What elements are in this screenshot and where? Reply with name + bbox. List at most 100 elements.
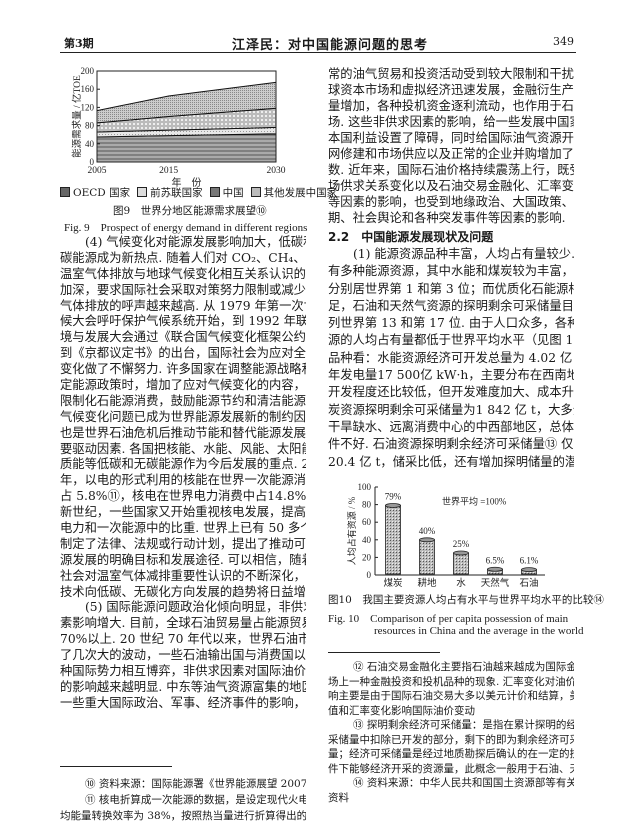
y-tick-label: 200: [81, 66, 95, 76]
text-line: 20.4 亿 t，储采比低，还有增加探明储量的潜力，但: [328, 454, 574, 469]
data-label: 6.1%: [520, 556, 539, 566]
text-line: 社会对温室气体减排重要性认识的不断深化，能源: [60, 568, 306, 583]
text-line: 质能等低碳和无碳能源作为今后发展的重点. 2006: [60, 457, 306, 472]
y-tick-label: 120: [81, 102, 95, 112]
x-tick-label: 石油: [519, 577, 538, 589]
text-line: 温室气体排放与地球气候变化相互关系认识的不断: [60, 266, 306, 281]
x-tick-label: 煤炭: [383, 577, 403, 589]
y-tick-label: 100: [358, 482, 372, 492]
text-line: 网修建和市场供应以及正常的企业并购增加了变: [328, 147, 574, 161]
y-tick-label: 80: [362, 500, 372, 510]
text-line: 值和汇率变化影响国际油价变动: [328, 704, 475, 717]
figure-10-caption-cn: 图10 我国主要资源人均占有水平与世界平均水平的比较⑭: [328, 594, 604, 606]
figure-10-caption-en-1: Fig. 10 Comparison of per capita possess…: [328, 613, 569, 625]
text-line: 本国利益设置了障碍，同时给国际油气资源开发、管: [328, 131, 574, 145]
legend-item: 中国: [209, 187, 244, 199]
text-line: ⑭ 资料来源：中华人民共和国国土资源部等有关统计: [353, 777, 574, 789]
y-tick-label: 160: [81, 84, 95, 94]
y-tick-label: 60: [362, 517, 372, 527]
x-tick-label: 2030: [267, 166, 286, 176]
text-line: 境与发展大会通过《联合国气候变化框架公约》，再: [60, 330, 306, 345]
text-line: 数. 近年来，国际石油价格持续震荡上行，既受到市: [328, 163, 574, 177]
world-average-annotation: 世界平均 =100%: [442, 496, 507, 507]
x-tick-label: 天然气: [481, 577, 510, 589]
text-line: 加深，要求国际社会采取对策努力限制或减少温室: [60, 282, 306, 297]
legend-swatch: [250, 187, 261, 197]
text-line: 等因素的影响，也受到地缘政治、大国政策、公众预: [328, 195, 574, 209]
header-rule: [60, 52, 576, 53]
y-tick-label: 40: [362, 535, 372, 545]
bar-top: [453, 550, 469, 556]
bar-top: [487, 566, 503, 572]
text-line: 足，石油和天然气资源的探明剩余可采储量目前仅: [328, 298, 574, 313]
figure-9-caption-cn: 图9 世界分地区能源需求展望⑩: [113, 205, 267, 217]
right-column-body-mid: (1) 能源资源品种丰富，人均占有量较少. 中国有多种能源资源，其中水能和煤炭较…: [328, 246, 574, 471]
text-line: 制定了法律、法规或行动计划，提出了推动可再生能: [60, 536, 306, 551]
text-line: 到《京都议定书》的出台，国际社会为应对全球气候: [60, 346, 306, 361]
text-line: 碳能源成为新热点. 随着人们对 CO₂、CH₄、N₂O 等: [60, 250, 306, 265]
text-line: 变化做了不懈努力. 许多国家在调整能源战略和制: [60, 362, 306, 377]
text-line: 期、社会舆论和各种突发事件等因素的影响.: [328, 211, 566, 225]
text-line: 件下能够经济开采的资源量，此概念一般用于石油、天然气: [328, 762, 574, 775]
text-line: 气候变化问题已成为世界能源发展新的制约因素，: [60, 409, 306, 424]
right-column-body-top: 常的油气贸易和投资活动受到较大限制和干扰. 全球资本市场和虚拟经济迅速发展，金融…: [328, 66, 574, 226]
text-line: 开发程度还比较低，但开发难度加大、成本升高. 煤: [328, 385, 574, 400]
text-line: 占 5.8%⑪，核电在世界电力消费中占14.8%. 进入: [60, 489, 306, 504]
bar-top: [385, 503, 401, 508]
text-line: 列世界第 13 和第 17 位. 由于人口众多，各种能源资: [328, 316, 574, 331]
legend-label: 其他发展中国家: [263, 187, 338, 199]
text-line: 气体排放的呼声越来越高. 从 1979 年第一次世界气: [60, 298, 306, 313]
figure-9-caption-en: Fig. 9 Prospect of energy demand in diff…: [64, 222, 308, 234]
text-line: 素影响增大. 目前，全球石油贸易量占能源贸易量的: [60, 616, 306, 631]
text-line: 品种看：水能资源经济可开发总量为 4.02 亿 kW，: [328, 350, 574, 365]
footnote-rule-right: [328, 652, 440, 653]
text-line: 限制化石能源消费，鼓励能源节约和清洁能源使用.: [60, 393, 306, 408]
data-label: 6.5%: [486, 555, 505, 565]
data-label: 40%: [419, 526, 436, 536]
text-line: 量；经济可采储量是经过地质勘探后确认的在一定的技术条: [328, 748, 574, 760]
text-line: 70%以上. 20 世纪 70 年代以来，世界石油市场经历: [60, 632, 306, 647]
text-line: 均能量转换效率为 38%，按照热当量进行折算得出的: [60, 810, 306, 822]
text-line: 资料: [328, 791, 349, 804]
text-line: 要驱动因素. 各国把核能、水能、风能、太阳能、生物: [60, 441, 306, 456]
y-tick-label: 0: [367, 570, 372, 580]
section-heading: 2.2 中国能源发展现状及问题: [328, 230, 494, 244]
text-line: 球资本市场和虚拟经济迅速发展，金融衍生产品大: [328, 83, 574, 97]
bar-top: [419, 537, 435, 543]
footnote-rule-left: [60, 766, 172, 767]
legend-swatch: [137, 187, 148, 197]
text-line: 了几次大的波动，一些石油输出国与消费国以及多: [60, 648, 306, 663]
text-line: 分别居世界第 1 和第 3 位；而优质化石能源相对不: [328, 281, 574, 296]
y-axis-label: 能源需求量 / 亿TOE: [71, 75, 83, 158]
text-line: 常的油气贸易和投资活动受到较大限制和干扰. 全: [328, 67, 574, 81]
text-line: 技术向低碳、无碳化方向发展的趋势将日益增强.: [60, 584, 306, 599]
text-line: (4) 气候变化对能源发展影响加大，低碳和无: [85, 235, 306, 249]
plot-frame: [96, 70, 277, 163]
text-line: ⑫ 石油交易金融化主要指石油越来越成为国际金融市: [353, 661, 574, 673]
page-number: 349: [553, 35, 574, 48]
text-line: 新世纪，一些国家又开始重视核电发展，提高核能在: [60, 505, 306, 520]
text-line: 炭资源探明剩余可采储量为1 842 亿 t，大多分布在: [328, 402, 574, 417]
figure-10-caption-en-2: resources in China and the average in th…: [374, 625, 584, 637]
text-line: 量增加，各种投机资金逐利流动，也作用于石油市: [328, 99, 574, 113]
text-line: 响主要是由于国际石油交易大多以美元计价和结算，美元贬: [328, 690, 574, 702]
x-axis-label: 年 份: [172, 176, 202, 189]
y-tick-label: 0: [90, 157, 95, 167]
text-line: ⑩ 资料来源：国际能源署《世界能源展望 2007》: [85, 778, 306, 790]
legend-label: OECD 国家: [73, 187, 131, 199]
running-title: 江泽民：对中国能源问题的思考: [232, 38, 429, 53]
text-line: 年，以电的形式利用的核能在世界一次能源消费中: [60, 473, 306, 488]
bar: [419, 539, 435, 575]
text-line: 有多种能源资源，其中水能和煤炭较为丰富，蕴藏量: [328, 264, 574, 279]
text-line: (5) 国际能源问题政治化倾向明显，非供求因: [85, 600, 306, 615]
text-line: 场上一种金融投资和投机品种的现象. 汇率变化对油价的影: [328, 675, 574, 688]
legend-label: 前苏联国家: [150, 187, 203, 199]
text-line: 年发电量17 500亿 kW·h，主要分布在西南地区，: [328, 368, 574, 383]
legend-item: OECD 国家: [60, 187, 130, 199]
data-label: 25%: [453, 539, 470, 549]
figure-9-chart: 0 40 80 120 160 200 2005 2015 2030 年 份 能源需求量 / 亿TO…: [71, 66, 286, 189]
text-line: 场供求关系变化以及石油交易金融化、汇率变化⑫: [328, 179, 574, 193]
legend-swatch: [60, 187, 70, 197]
y-tick-label: 80: [85, 121, 95, 131]
text-line: 定能源政策时，增加了应对气候变化的内容，重点是: [60, 378, 306, 393]
